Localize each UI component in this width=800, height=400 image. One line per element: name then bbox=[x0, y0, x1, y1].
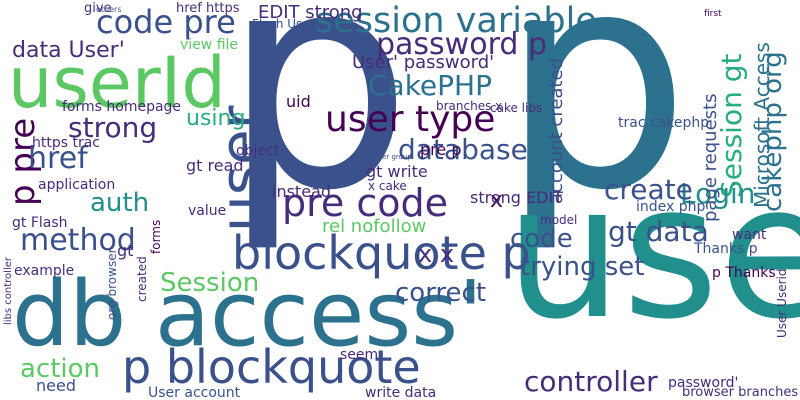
word: use bbox=[505, 144, 800, 360]
word: Microsoft Access bbox=[750, 42, 774, 208]
word: p blockquote bbox=[122, 340, 421, 394]
word: forms bbox=[149, 219, 163, 254]
word: view file bbox=[180, 37, 239, 53]
word: password' bbox=[668, 375, 739, 391]
word: strong bbox=[68, 111, 158, 144]
word: db access' bbox=[12, 262, 483, 367]
word: data User' bbox=[12, 38, 125, 63]
word: libs controller bbox=[3, 257, 14, 325]
word: created bbox=[135, 256, 149, 302]
word: user group bbox=[374, 153, 412, 161]
word: method bbox=[20, 223, 136, 258]
word: database bbox=[398, 133, 528, 166]
word: rel nofollow bbox=[322, 216, 427, 237]
word: uid bbox=[286, 92, 311, 111]
word: Login bbox=[680, 177, 756, 210]
word: branches x bbox=[436, 99, 503, 113]
word: first bbox=[704, 9, 722, 19]
word: forms homepage bbox=[62, 99, 182, 115]
word: using bbox=[186, 106, 246, 131]
word: p bbox=[500, 0, 691, 256]
word: href https bbox=[176, 1, 240, 16]
word: cake libs bbox=[490, 101, 543, 115]
word: browser branches bbox=[682, 385, 799, 400]
word: action bbox=[20, 354, 101, 384]
word: href bbox=[28, 141, 88, 176]
word: User Userid bbox=[775, 268, 789, 338]
word: strong EDIT bbox=[470, 188, 563, 207]
word: account created bbox=[546, 58, 567, 204]
word: others bbox=[96, 5, 122, 14]
word: trac cakephp bbox=[618, 115, 710, 131]
word: gt Flash bbox=[12, 215, 68, 231]
word: Flash User bbox=[252, 17, 315, 31]
word: need bbox=[36, 376, 76, 395]
word: x x bbox=[418, 240, 455, 268]
word: create bbox=[604, 173, 693, 206]
word: User account bbox=[148, 385, 241, 400]
word: x cake bbox=[368, 179, 407, 193]
word: instead bbox=[272, 182, 331, 201]
word: userId bbox=[8, 42, 226, 124]
word: pre code bbox=[282, 181, 449, 225]
word: object bbox=[236, 143, 280, 159]
word: blockquote p bbox=[232, 226, 531, 280]
word: gt data bbox=[608, 215, 709, 248]
word: org browser bbox=[105, 248, 119, 320]
word: model bbox=[540, 213, 578, 227]
word: index php bbox=[636, 199, 706, 215]
word: x bbox=[490, 188, 504, 213]
word: https trac bbox=[32, 135, 101, 151]
word: user type bbox=[325, 99, 496, 140]
word: p bbox=[222, 0, 413, 256]
word: seem bbox=[340, 347, 379, 363]
word: gt write bbox=[366, 162, 428, 181]
word: example bbox=[14, 263, 75, 279]
word: auth bbox=[90, 188, 150, 218]
word: session variable bbox=[315, 1, 597, 41]
word: value bbox=[188, 203, 227, 219]
word: EDIT strong bbox=[258, 2, 363, 23]
word: application bbox=[38, 177, 116, 193]
word: code pre bbox=[96, 3, 236, 41]
word: trying set bbox=[520, 252, 645, 282]
word: controller bbox=[524, 365, 658, 398]
word: correct bbox=[395, 278, 487, 308]
word: code bbox=[510, 224, 573, 254]
word: password p bbox=[376, 27, 548, 62]
word: Thanks p bbox=[694, 241, 758, 257]
word: gt read bbox=[186, 156, 244, 175]
word: want bbox=[732, 227, 767, 243]
word: gt bbox=[117, 241, 134, 260]
word: p Thanks bbox=[712, 265, 776, 281]
word: User' password' bbox=[352, 52, 495, 73]
word: write data bbox=[365, 385, 437, 400]
word: give bbox=[84, 1, 112, 16]
word: CakePHP bbox=[368, 69, 492, 102]
word: Session bbox=[160, 268, 260, 298]
word: pre p bbox=[420, 140, 462, 159]
